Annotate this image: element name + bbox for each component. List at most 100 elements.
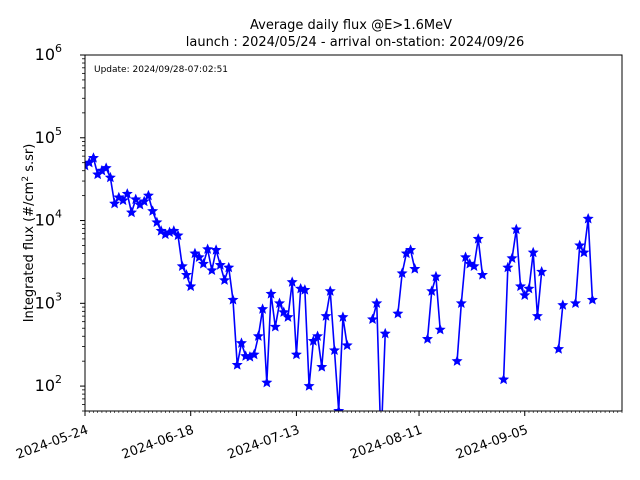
data-point — [506, 252, 518, 263]
data-point — [569, 297, 581, 308]
data-point — [231, 359, 243, 370]
data-point — [100, 162, 112, 173]
data-point — [396, 267, 408, 279]
data-point — [269, 321, 281, 332]
data-point — [151, 216, 163, 228]
data-point — [142, 189, 154, 201]
data-point — [185, 280, 197, 292]
data-point — [282, 311, 294, 322]
data-point — [303, 380, 315, 391]
data-point — [206, 264, 218, 276]
data-point — [523, 282, 535, 294]
x-tick-label: 2024-08-11 — [348, 423, 424, 463]
data-point — [214, 259, 226, 270]
chart-title: Average daily flux @E>1.6MeV — [250, 18, 452, 33]
data-point — [307, 335, 319, 346]
data-point — [451, 355, 463, 366]
data-point — [553, 343, 565, 354]
data-point — [117, 194, 129, 206]
data-point — [430, 270, 442, 282]
data-point — [337, 311, 349, 322]
x-tick-label: 2024-07-13 — [226, 423, 302, 463]
y-tick-label: 104 — [35, 208, 62, 230]
data-point — [274, 297, 286, 308]
x-tick-label: 2024-09-05 — [454, 423, 530, 463]
data-point — [379, 327, 391, 339]
y-axis: 102 103 104 105 106 — [35, 42, 85, 412]
data-point — [130, 193, 142, 205]
data-point — [519, 289, 531, 300]
data-point — [286, 276, 298, 287]
data-point — [219, 274, 231, 285]
data-point — [210, 244, 222, 255]
data-point — [299, 284, 311, 295]
x-axis: 2024-05-24 2024-06-18 2024-07-13 2024-08-11… — [14, 411, 623, 463]
data-point — [557, 299, 569, 310]
data-point — [434, 323, 446, 335]
data-point — [498, 373, 510, 385]
data-point — [227, 294, 239, 305]
data-point — [421, 333, 433, 344]
data-point — [138, 195, 150, 207]
data-point — [515, 280, 527, 292]
data-point — [468, 260, 480, 271]
update-annotation: Update: 2024/09/28-07:02:51 — [94, 65, 228, 75]
data-point — [176, 260, 188, 271]
data-point — [147, 205, 159, 216]
data-point — [180, 269, 192, 280]
data-point — [278, 306, 290, 317]
data-point — [405, 244, 417, 255]
data-point — [168, 225, 180, 236]
data-point — [87, 152, 99, 163]
data-point — [392, 307, 404, 319]
data-point — [510, 223, 522, 235]
data-point — [426, 285, 438, 296]
data-point — [574, 239, 586, 251]
y-tick-label: 103 — [35, 290, 62, 312]
data-point — [290, 348, 302, 360]
data-point — [126, 206, 138, 218]
data-point — [586, 294, 598, 305]
data-point — [252, 330, 264, 341]
data-point — [328, 344, 340, 356]
data-point — [265, 288, 277, 299]
data-point — [341, 339, 353, 351]
data-point — [455, 297, 467, 308]
data-point — [476, 269, 488, 280]
y-tick-label: 102 — [35, 373, 62, 395]
y-tick-label: 106 — [35, 42, 62, 64]
data-point — [248, 348, 260, 360]
data-point — [197, 258, 209, 269]
data-point — [193, 251, 205, 262]
data-point — [172, 229, 184, 241]
x-tick-label: 2024-06-18 — [120, 423, 196, 463]
data-point — [578, 246, 590, 258]
x-tick-label: 2024-05-24 — [14, 423, 90, 463]
data-point — [502, 261, 514, 273]
data-point — [536, 266, 548, 277]
data-point — [261, 376, 273, 388]
data-point — [109, 197, 121, 209]
data-point — [202, 243, 214, 254]
data-point — [121, 188, 133, 199]
data-point — [333, 405, 345, 411]
data-point — [235, 337, 247, 348]
data-point — [582, 213, 594, 224]
data-point — [320, 310, 332, 321]
plot-area: Update: 2024/09/28-07:02:51 — [84, 54, 623, 412]
data-point — [316, 361, 328, 372]
data-point — [324, 285, 336, 296]
y-axis-label: Integrated flux (#/cm2 s.sr) — [21, 144, 37, 323]
data-point — [104, 171, 116, 183]
data-point — [85, 156, 95, 168]
series-line — [85, 157, 594, 411]
data-point — [371, 297, 383, 308]
chart-subtitle: launch : 2024/05/24 - arrival on-station… — [186, 35, 524, 50]
y-tick-label: 105 — [35, 125, 62, 147]
data-point — [312, 330, 324, 341]
data-point — [409, 263, 421, 274]
data-point — [531, 310, 543, 321]
data-point — [367, 313, 379, 325]
data-point — [223, 261, 235, 273]
